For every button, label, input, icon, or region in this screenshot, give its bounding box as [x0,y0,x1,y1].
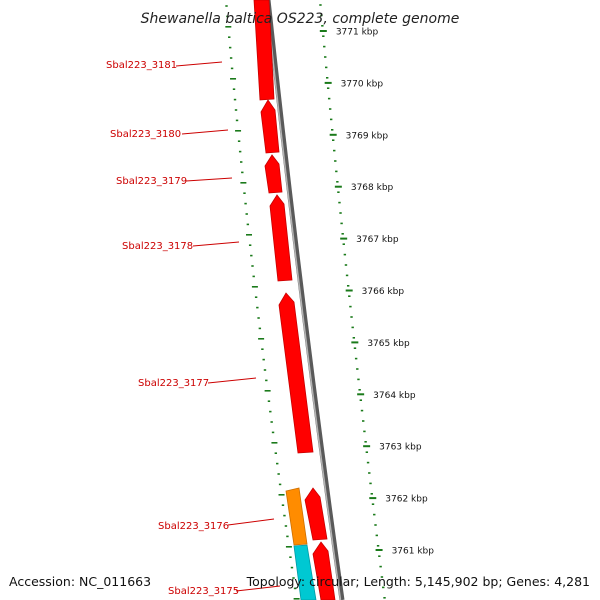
gene-leader-line [181,129,229,135]
kbp-tick-labels: 3771 kbp 3770 kbp 3769 kbp 3768 kbp 3767 kbp… [336,28,434,557]
gene-label-sbal223-3176: Sbal223_3176 [158,521,229,532]
gene-label-sbal223-3175: Sbal223_3175 [168,586,239,597]
gene-leader-line [235,585,281,592]
gene-leader-line [175,61,223,67]
inner-tick-ring [225,5,300,600]
gene-sbal223-3176[interactable] [285,487,308,546]
gene-sbal223-3179[interactable] [264,154,283,194]
gene-label-sbal223-3177: Sbal223_3177 [138,378,209,389]
gene-leader-line [207,377,257,384]
topology-text: Topology: circular; Length: 5,145,902 bp… [246,574,590,589]
kbp-tick-label: 3762 kbp [385,495,428,505]
kbp-tick-label: 3770 kbp [341,79,384,89]
kbp-tick-label: 3767 kbp [356,235,399,245]
gene-sbal223-3181[interactable] [253,0,275,101]
genome-backbone [265,0,345,600]
kbp-tick-label: 3769 kbp [346,131,389,141]
gene-red-forward-b[interactable] [312,541,336,600]
outer-tick-ring [319,4,386,599]
gene-leader-line [192,241,240,247]
genome-backbone-highlight [265,0,342,600]
gene-label-sbal223-3180: Sbal223_3180 [110,129,181,140]
kbp-tick-label: 3771 kbp [336,28,379,38]
gene-label-sbal223-3181: Sbal223_3181 [106,60,177,71]
gene-label-sbal223-3178: Sbal223_3178 [122,241,193,252]
kbp-tick-label: 3761 kbp [392,547,435,557]
gene-sbal223-3177[interactable] [278,292,314,454]
kbp-tick-label: 3768 kbp [351,183,394,193]
map-title: Shewanella baltica OS223, complete genom… [141,11,460,27]
gene-sbal223-3175[interactable] [293,544,317,600]
gene-red-forward-a[interactable] [304,487,328,541]
kbp-tick-label: 3765 kbp [367,339,410,349]
gene-leader-line [185,177,233,182]
gene-sbal223-3180[interactable] [260,99,280,154]
gene-sbal223-3178[interactable] [269,194,293,282]
gene-label-sbal223-3179: Sbal223_3179 [116,176,187,187]
kbp-tick-label: 3766 kbp [362,287,405,297]
accession-text: Accession: NC_011663 [9,574,151,589]
gene-leader-line [227,518,275,526]
kbp-tick-label: 3764 kbp [373,391,416,401]
kbp-tick-label: 3763 kbp [379,443,422,453]
